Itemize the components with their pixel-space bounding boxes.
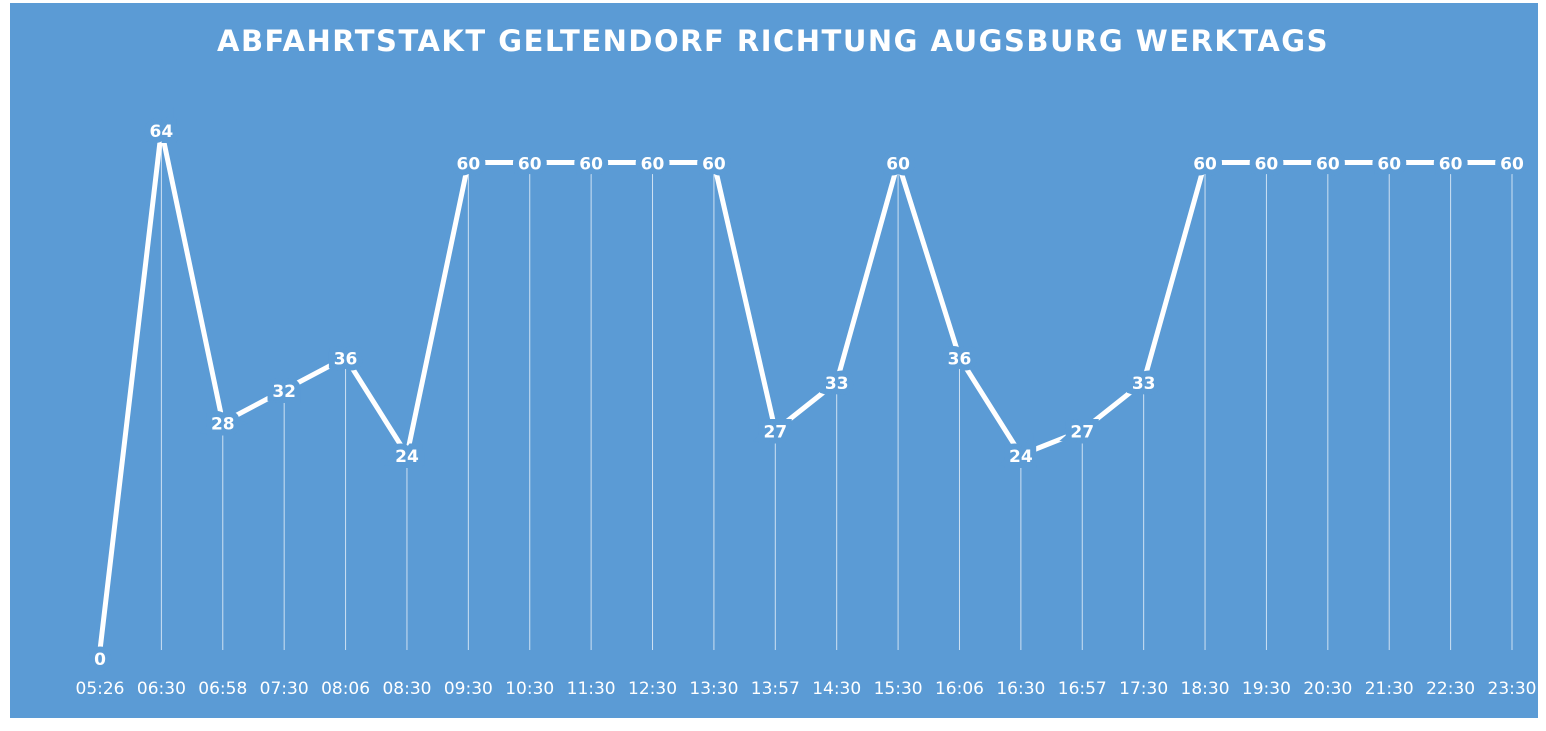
x-tick-label: 22:30 (1426, 679, 1475, 699)
x-tick-label: 16:06 (935, 679, 984, 699)
data-label: 64 (150, 122, 174, 142)
data-label: 24 (395, 447, 419, 467)
data-label: 27 (1070, 423, 1094, 443)
line (97, 129, 1512, 651)
x-tick-label: 05:26 (76, 679, 125, 699)
data-label: 33 (825, 374, 849, 394)
x-tick-label: 20:30 (1303, 679, 1352, 699)
data-label: 36 (334, 350, 358, 370)
data-label: 28 (211, 415, 235, 435)
data-label: 24 (1009, 447, 1033, 467)
data-label: 60 (1377, 155, 1401, 175)
x-tick-label: 21:30 (1365, 679, 1414, 699)
data-label: 60 (518, 155, 542, 175)
data-label: 60 (641, 155, 665, 175)
chart-background (10, 3, 1538, 718)
data-label: 60 (457, 155, 481, 175)
data-label: 60 (1255, 155, 1279, 175)
x-tick-label: 08:06 (321, 679, 370, 699)
x-tick-label: 16:30 (996, 679, 1045, 699)
x-tick-label: 17:30 (1119, 679, 1168, 699)
x-tick-label: 13:57 (751, 679, 800, 699)
data-label: 60 (1316, 155, 1340, 175)
data-label: 60 (1439, 155, 1463, 175)
data-label: 60 (579, 155, 603, 175)
x-tick-label: 13:30 (689, 679, 738, 699)
data-label: 0 (94, 650, 106, 670)
x-tick-label: 08:30 (382, 679, 431, 699)
x-tick-label: 06:30 (137, 679, 186, 699)
data-label: 36 (948, 350, 972, 370)
data-label: 60 (702, 155, 726, 175)
x-tick-label: 18:30 (1181, 679, 1230, 699)
data-label: 33 (1132, 374, 1156, 394)
data-label: 32 (272, 382, 296, 402)
chart-title: ABFAHRTSTAKT GELTENDORF RICHTUNG AUGSBUR… (217, 24, 1329, 58)
x-tick-label: 09:30 (444, 679, 493, 699)
x-tick-label: 16:57 (1058, 679, 1107, 699)
x-tick-label: 12:30 (628, 679, 677, 699)
x-tick-label: 15:30 (874, 679, 923, 699)
data-label: 60 (1500, 155, 1524, 175)
data-label: 60 (1193, 155, 1217, 175)
x-tick-label: 11:30 (567, 679, 616, 699)
x-tick-label: 10:30 (505, 679, 554, 699)
data-label: 27 (763, 423, 787, 443)
x-tick-label: 19:30 (1242, 679, 1291, 699)
x-tick-label: 07:30 (260, 679, 309, 699)
x-tick-label: 06:58 (198, 679, 247, 699)
data-label: 60 (886, 155, 910, 175)
x-tick-label: 23:30 (1488, 679, 1537, 699)
x-tick-label: 14:30 (812, 679, 861, 699)
